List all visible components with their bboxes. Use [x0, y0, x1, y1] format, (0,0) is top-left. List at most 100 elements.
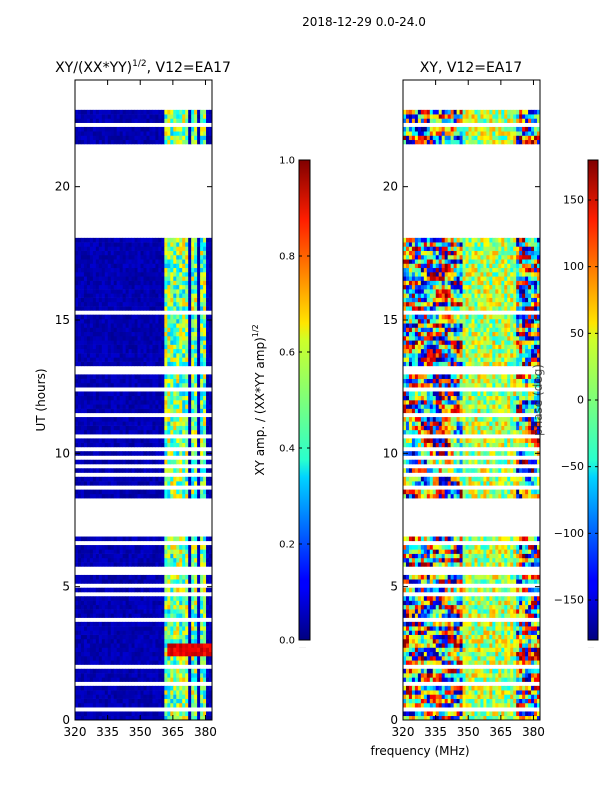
heatmap-cell: [167, 630, 171, 635]
heatmap-cell: [146, 139, 150, 145]
heatmap-cell: [194, 690, 198, 695]
heatmap-cell: [423, 694, 428, 699]
heatmap-cell: [86, 331, 91, 337]
heatmap-cell: [116, 374, 121, 379]
heatmap-cell: [95, 327, 100, 333]
heatmap-cell: [143, 131, 147, 136]
heatmap-cell: [110, 336, 115, 341]
heatmap-cell: [75, 694, 79, 699]
heatmap-cell: [89, 131, 94, 136]
heatmap-cell: [164, 604, 168, 610]
heatmap-cell: [158, 331, 162, 337]
heatmap-cell: [140, 651, 144, 657]
heatmap-cell: [164, 336, 168, 341]
heatmap-cell: [80, 634, 85, 640]
heatmap-cell: [128, 284, 132, 290]
heatmap-cell: [179, 545, 183, 550]
heatmap-cell: [444, 643, 449, 648]
heatmap-cell: [101, 318, 106, 324]
heatmap-cell: [146, 331, 150, 337]
heatmap-cell: [206, 280, 210, 286]
heatmap-cell: [197, 668, 201, 674]
heatmap-cell: [164, 579, 168, 584]
heatmap-cell: [209, 690, 212, 695]
heatmap-cell: [182, 451, 186, 456]
heatmap-cell: [75, 600, 79, 606]
heatmap-cell: [405, 660, 410, 665]
heatmap-cell: [125, 604, 130, 610]
heatmap-cell: [104, 600, 109, 606]
heatmap-cell: [209, 289, 212, 294]
heatmap-cell: [200, 417, 204, 422]
heatmap-cell: [83, 604, 88, 610]
heatmap-cell: [134, 489, 138, 495]
heatmap-cell: [182, 280, 186, 286]
heatmap-cell: [140, 579, 144, 584]
heatmap-cell: [134, 400, 138, 405]
heatmap-cell: [137, 698, 141, 704]
heatmap-cell: [110, 694, 115, 699]
heatmap-cell: [206, 468, 210, 473]
heatmap-cell: [453, 694, 458, 699]
heatmap-cell: [161, 336, 165, 341]
heatmap-cell: [80, 109, 85, 115]
heatmap-cell: [98, 673, 103, 678]
heatmap-cell: [486, 711, 490, 717]
heatmap-cell: [209, 711, 212, 717]
heatmap-cell: [98, 340, 103, 345]
heatmap-cell: [143, 481, 147, 486]
heatmap-cell: [98, 353, 103, 358]
heatmap-cell: [107, 118, 112, 123]
heatmap-cell: [480, 698, 484, 704]
heatmap-cell: [92, 613, 97, 618]
heatmap-cell: [125, 395, 130, 401]
heatmap-cell: [152, 267, 156, 273]
heatmap-cell: [179, 553, 183, 559]
heatmap-cell: [77, 468, 82, 473]
heatmap-cell: [158, 656, 162, 661]
heatmap-cell: [194, 673, 198, 678]
heatmap-cell: [158, 408, 162, 414]
heatmap-cell: [197, 493, 201, 499]
heatmap-cell: [101, 417, 106, 422]
heatmap-cell: [128, 677, 132, 682]
heatmap-cell: [134, 429, 138, 435]
heatmap-cell: [113, 327, 118, 333]
heatmap-cell: [197, 280, 201, 286]
heatmap-cell: [510, 638, 514, 644]
heatmap-cell: [209, 638, 212, 644]
heatmap-cell: [146, 613, 150, 618]
heatmap-cell: [513, 685, 517, 691]
heatmap-cell: [134, 284, 138, 290]
heatmap-cell: [182, 348, 186, 354]
heatmap-cell: [137, 613, 141, 618]
heatmap-cell: [95, 574, 100, 580]
heatmap-cell: [200, 331, 204, 337]
heatmap-cell: [137, 557, 141, 563]
heatmap-cell: [125, 336, 130, 341]
heatmap-cell: [95, 314, 100, 320]
heatmap-cell: [411, 656, 416, 661]
heatmap-cell: [146, 668, 150, 674]
heatmap-cell: [176, 600, 180, 606]
heatmap-cell: [185, 250, 189, 256]
heatmap-cell: [462, 673, 466, 678]
heatmap-cell: [86, 306, 91, 311]
heatmap-cell: [95, 357, 100, 362]
heatmap-cell: [176, 254, 180, 260]
heatmap-cell: [80, 280, 85, 286]
heatmap-cell: [462, 660, 466, 665]
heatmap-cell: [164, 451, 168, 456]
heatmap-cell: [465, 694, 469, 699]
heatmap-cell: [101, 263, 106, 269]
heatmap-cell: [170, 451, 174, 456]
heatmap-cell: [465, 651, 469, 657]
heatmap-cell: [140, 557, 144, 563]
heatmap-cell: [137, 574, 141, 580]
heatmap-cell: [444, 647, 449, 653]
heatmap-cell: [89, 417, 94, 422]
heatmap-cell: [203, 114, 207, 119]
heatmap-cell: [209, 135, 212, 141]
heatmap-cell: [468, 647, 472, 653]
heatmap-cell: [200, 647, 204, 653]
